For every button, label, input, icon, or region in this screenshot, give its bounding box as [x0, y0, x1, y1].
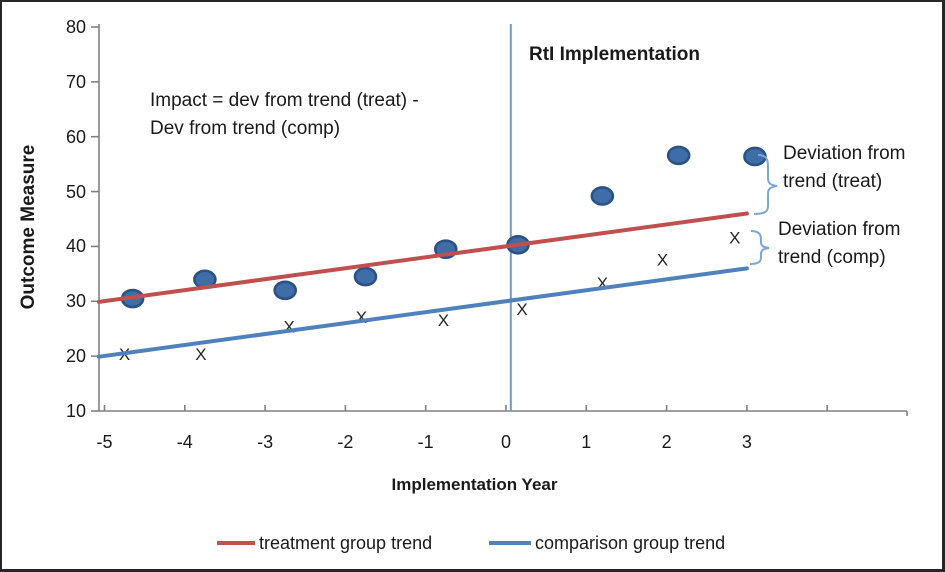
y-tick-label: 40: [65, 236, 86, 257]
comparison-trend-swatch: [489, 541, 531, 545]
impact-annotation-line2: Dev from trend (comp): [150, 118, 341, 139]
legend-label-treatment: treatment group trend: [259, 532, 433, 553]
deviation-comp-brace: [749, 230, 770, 265]
treatment-data-point: [590, 186, 615, 206]
x-axis-title: Implementation Year: [391, 475, 558, 494]
comparison-data-point: X: [597, 274, 608, 293]
y-tick-label: 60: [65, 126, 86, 147]
legend-label-comparison: comparison group trend: [535, 532, 726, 553]
x-tick-label: -3: [257, 432, 274, 452]
deviation-treat-label: Deviation from trend (treat): [783, 140, 906, 196]
impact-annotation: Impact = dev from trend (treat) - Dev fr…: [150, 87, 419, 143]
comparison-trend-line: [96, 266, 749, 359]
comparison-data-point: X: [516, 300, 527, 319]
x-tick-label: -4: [176, 432, 193, 452]
rti-implementation-label: RtI Implementation: [529, 44, 701, 65]
y-axis-title: Outcome Measure: [18, 144, 39, 310]
deviation-comp-label: Deviation from trend (comp): [778, 216, 901, 272]
x-tick-label: -2: [337, 432, 354, 452]
legend-item-comparison: comparison group trend: [489, 531, 725, 555]
treatment-data-point: [666, 145, 691, 166]
y-tick-label: 30: [65, 291, 86, 312]
deviation-comp-line2: trend (comp): [778, 247, 886, 268]
comparison-data-point: X: [195, 345, 206, 364]
deviation-treat-brace: [753, 154, 778, 215]
y-tick-label: 70: [65, 71, 86, 92]
deviation-comp-line1: Deviation from: [778, 219, 901, 240]
comparison-data-point: X: [356, 308, 367, 327]
comparison-data-point: X: [657, 251, 668, 270]
x-tick-label: 2: [661, 432, 672, 452]
treatment-data-point: [273, 280, 297, 301]
treatment-trend-line: [96, 211, 749, 304]
comparison-data-point: X: [729, 229, 740, 248]
treatment-trend-swatch: [217, 541, 255, 545]
x-tick-label: 1: [581, 432, 592, 452]
impact-annotation-line1: Impact = dev from trend (treat) -: [150, 90, 419, 111]
treatment-data-point: [353, 266, 378, 287]
deviation-treat-line1: Deviation from: [783, 143, 906, 164]
x-tick-label: 0: [500, 432, 512, 452]
deviation-treat-line2: trend (treat): [783, 171, 883, 192]
y-tick-label: 20: [65, 346, 86, 367]
x-tick-label: -5: [96, 432, 113, 452]
comparison-data-point: X: [284, 318, 295, 337]
y-tick-label: 10: [65, 401, 86, 421]
comparison-data-point: X: [438, 311, 449, 330]
legend-item-treatment: treatment group trend: [217, 531, 432, 555]
x-tick-label: -1: [417, 432, 434, 452]
y-tick-label: 50: [65, 181, 86, 202]
y-tick-label: 80: [65, 17, 86, 37]
x-tick-label: 3: [741, 432, 752, 452]
